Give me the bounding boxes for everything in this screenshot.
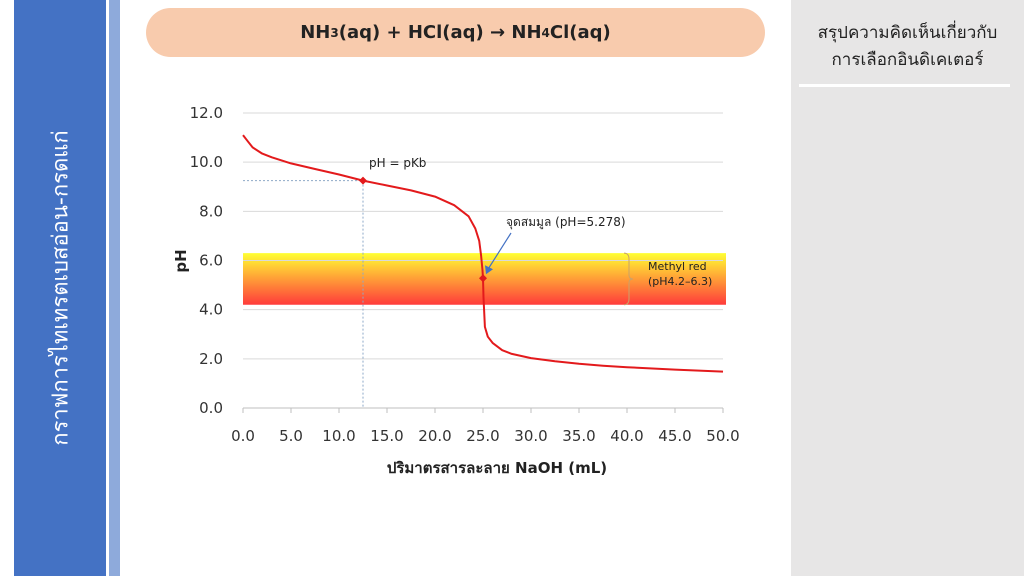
x-tick-label: 20.0 — [418, 427, 451, 445]
sidebar-panel — [14, 0, 106, 576]
x-tick-label: 10.0 — [322, 427, 355, 445]
y-tick-label: 2.0 — [199, 350, 223, 368]
equation-part-1: NH — [300, 22, 331, 43]
y-tick-label: 6.0 — [199, 252, 223, 270]
x-tick-label: 40.0 — [610, 427, 643, 445]
x-tick-label: 45.0 — [658, 427, 691, 445]
y-tick-label: 0.0 — [199, 399, 223, 417]
equivalence-label: จุดสมมูล (pH=5.278) — [506, 215, 626, 230]
x-tick-label: 0.0 — [231, 427, 255, 445]
y-axis-title: pH — [172, 249, 190, 272]
indicator-name: Methyl red — [648, 260, 707, 273]
x-tick-label: 25.0 — [466, 427, 499, 445]
equivalence-point-marker — [479, 274, 487, 283]
x-tick-label: 35.0 — [562, 427, 595, 445]
x-tick-label: 30.0 — [514, 427, 547, 445]
x-axis-title: ปริมาตรสารละลาย NaOH (mL) — [387, 459, 607, 477]
y-tick-label: 8.0 — [199, 202, 223, 220]
reaction-equation: NH 3 (aq) + HCl(aq) → NH 4 Cl(aq) — [146, 8, 765, 57]
equation-subscript-2: 4 — [541, 25, 550, 40]
equivalence-arrowhead — [485, 265, 493, 275]
y-tick-label: 4.0 — [199, 301, 223, 319]
sidebar-accent-strip — [109, 0, 120, 576]
summary-divider — [799, 84, 1010, 87]
y-tick-label: 12.0 — [190, 104, 223, 122]
summary-heading: สรุปความคิดเห็นเกี่ยวกับ การเลือกอินดิเค… — [791, 20, 1024, 74]
indicator-range: (pH4.2–6.3) — [648, 275, 712, 288]
y-tick-label: 10.0 — [190, 153, 223, 171]
summary-heading-line-2: การเลือกอินดิเคเตอร์ — [831, 50, 984, 70]
x-tick-label: 15.0 — [370, 427, 403, 445]
summary-heading-line-1: สรุปความคิดเห็นเกี่ยวกับ — [817, 23, 998, 43]
x-tick-label: 5.0 — [279, 427, 303, 445]
x-tick-label: 50.0 — [706, 427, 739, 445]
equivalence-arrow-line — [487, 232, 512, 270]
equation-subscript-1: 3 — [330, 25, 339, 40]
equation-part-3: Cl(aq) — [549, 22, 611, 43]
summary-panel: สรุปความคิดเห็นเกี่ยวกับ การเลือกอินดิเค… — [791, 0, 1024, 576]
pkb-label: pH = pKb — [369, 156, 426, 170]
band-brace — [623, 252, 634, 306]
equation-part-2: (aq) + HCl(aq) → NH — [338, 22, 542, 43]
pkb-point-marker — [359, 176, 367, 185]
titration-curve — [242, 134, 724, 373]
